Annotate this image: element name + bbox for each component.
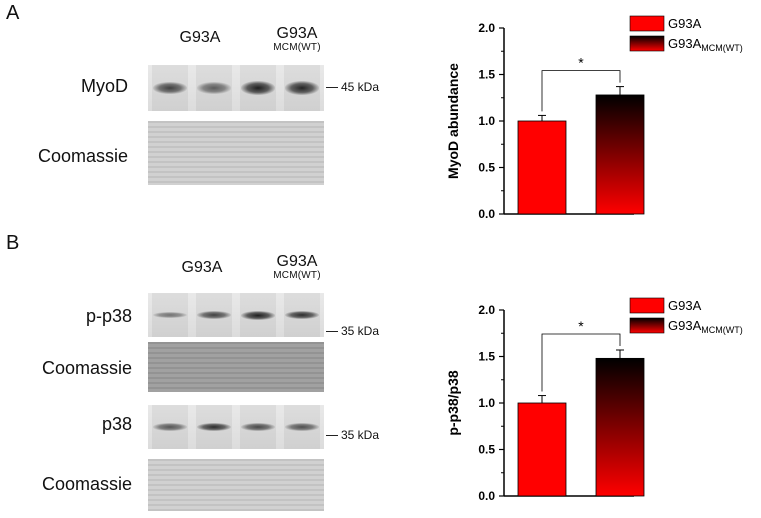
y-tick-label: 1.5 (478, 350, 495, 364)
y-tick-label: 1.0 (478, 114, 495, 128)
panel-b-p38-blot (148, 405, 324, 449)
blot-band (153, 423, 187, 431)
significance-bracket (541, 333, 621, 392)
blot-band (241, 81, 275, 95)
panel-a-group1-label: G93A (179, 29, 221, 46)
panel-b-group1-label: G93A (181, 259, 223, 276)
panel-a-myod-label: MyoD (80, 76, 128, 96)
y-tick-label: 0.0 (478, 207, 495, 221)
legend-swatch (629, 15, 665, 32)
panel-b-marker2: 35 kDa (326, 428, 379, 442)
legend-label: G93AMCM(WT) (668, 36, 743, 53)
y-tick-label: 0.5 (478, 443, 495, 457)
y-tick-label: 0.0 (478, 489, 495, 503)
panel-a-myod-blot (148, 65, 324, 111)
legend-label: G93AMCM(WT) (668, 318, 743, 335)
panel-b-coomassie1-label: Coomassie (41, 358, 132, 378)
panel-a-letter: A (6, 2, 20, 24)
bar (517, 402, 567, 497)
legend-label: G93A (668, 16, 702, 31)
panel-a-chart: MyoD abundance 0.0 0.5 1.0 1.5 2.0 * G93A G93AMC… (445, 15, 743, 221)
panel-b-coomassie2-label: Coomassie (41, 474, 132, 494)
panel-b-coomassie1-blot (148, 342, 324, 392)
blot-band (153, 81, 187, 95)
panel-b-group2-sub: MCM(WT) (273, 270, 321, 281)
panel-a-coomassie-blot (148, 121, 324, 185)
bar (517, 120, 567, 215)
y-axis-label: p-p38/p38 (445, 370, 461, 436)
panel-b-pp38-blot (148, 293, 324, 337)
panel-a-coomassie-label: Coomassie (37, 146, 128, 166)
y-tick-label: 1.5 (478, 68, 495, 82)
panel-a-marker: 45 kDa (326, 80, 379, 94)
panel-b-marker1: 35 kDa (326, 324, 379, 338)
legend-swatch (629, 35, 665, 52)
y-tick-label: 2.0 (478, 21, 495, 35)
blot-band (285, 423, 319, 431)
legend-swatch (629, 297, 665, 314)
y-tick-label: 0.5 (478, 161, 495, 175)
blot-band (153, 311, 187, 319)
panel-b-letter: B (6, 232, 20, 254)
blot-band (197, 310, 231, 320)
significance-bracket (541, 70, 621, 112)
panel-b-chart: p-p38/p38 0.0 0.5 1.0 1.5 2.0 * G93A G93AMCM(WT) (445, 297, 743, 503)
panel-b-group2-main: G93A (276, 253, 318, 270)
y-axis-label: MyoD abundance (445, 63, 461, 179)
blot-band (197, 422, 231, 432)
y-tick-label: 2.0 (478, 303, 495, 317)
significance-marker: * (578, 318, 584, 334)
panel-b-pp38-label: p-p38 (85, 306, 132, 326)
blot-band (241, 310, 275, 320)
y-tick-label: 1.0 (478, 396, 495, 410)
panel-a-group2-label: G93A MCM(WT) (252, 26, 342, 54)
blot-band (285, 310, 319, 320)
significance-marker: * (578, 55, 584, 71)
blot-band (241, 423, 275, 431)
legend-swatch (629, 317, 665, 334)
panel-b-p38-label: p38 (101, 414, 132, 434)
panel-a-group2-main: G93A (276, 25, 318, 42)
panel-b-coomassie2-blot (148, 459, 324, 511)
panel-b-group2-label: G93A MCM(WT) (252, 254, 342, 282)
bar (595, 94, 645, 215)
bar (595, 357, 645, 497)
blot-band (197, 82, 231, 94)
panel-a-group2-sub: MCM(WT) (273, 42, 321, 53)
legend-label: G93A (668, 298, 702, 313)
blot-band (285, 81, 319, 95)
